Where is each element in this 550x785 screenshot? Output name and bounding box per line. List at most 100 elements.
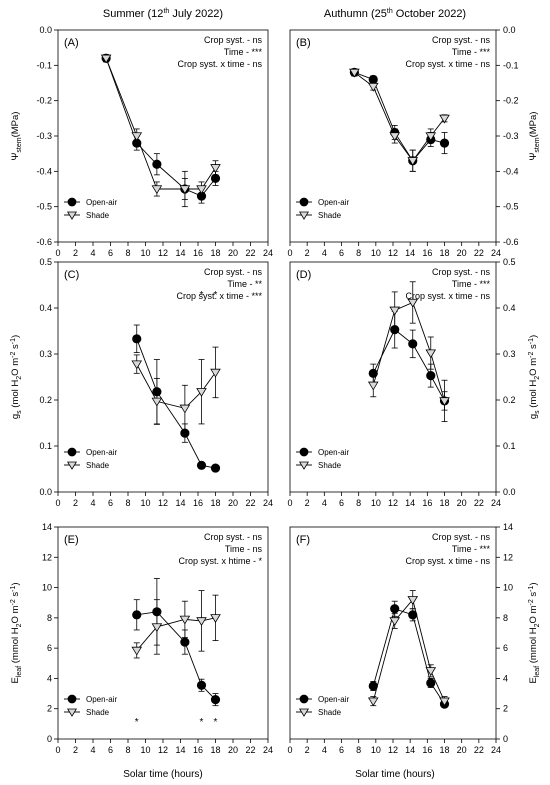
stats-line: Crop syst. - ns xyxy=(432,532,491,542)
data-point-shade xyxy=(131,646,143,656)
stats-line: Crop syst. - ns xyxy=(204,267,263,277)
legend-marker-open-air xyxy=(67,197,77,207)
legend-marker-shade xyxy=(66,461,78,470)
legend-label-open-air: Open-air xyxy=(86,448,117,457)
legend: Open-air Shade xyxy=(296,197,349,220)
y-tick-label: -0.1 xyxy=(503,60,519,70)
x-tick-label: 12 xyxy=(388,498,398,508)
series-open-air xyxy=(368,600,450,709)
data-point-shade xyxy=(151,185,163,195)
x-tick-label: 12 xyxy=(388,745,398,755)
data-point-shade xyxy=(367,697,379,707)
series-shade xyxy=(100,54,221,201)
x-tick-label: 18 xyxy=(439,248,449,258)
legend-marker-shade xyxy=(66,211,78,220)
legend-marker-shade xyxy=(298,461,310,470)
legend: Open-air Shade xyxy=(296,694,349,717)
data-point-shade xyxy=(100,54,112,64)
series-line xyxy=(354,72,445,162)
panel-label: (F) xyxy=(296,534,310,546)
data-point-shade xyxy=(179,615,191,625)
x-tick-label: 16 xyxy=(193,498,203,508)
y-tick-label: 0.3 xyxy=(503,349,516,359)
legend: Open-air Shade xyxy=(64,694,117,717)
stats-line: Crop syst. - ns xyxy=(432,267,491,277)
y-tick-label: 14 xyxy=(503,522,513,532)
series-shade xyxy=(131,346,221,432)
x-tick-label: 12 xyxy=(158,745,168,755)
data-point-shade xyxy=(439,114,450,124)
x-tick-label: 0 xyxy=(287,498,292,508)
y-tick-label: -0.1 xyxy=(36,60,52,70)
y-tick-label: 0.2 xyxy=(503,395,516,405)
legend-label-open-air: Open-air xyxy=(318,198,349,207)
x-tick-label: 0 xyxy=(55,745,60,755)
data-point-shade xyxy=(179,185,191,195)
data-point-open-air xyxy=(368,74,378,85)
data-point-shade xyxy=(151,397,163,407)
data-point-open-air xyxy=(390,604,400,614)
data-point-shade xyxy=(131,360,143,370)
y-tick-label: -0.6 xyxy=(36,237,52,247)
x-axis-label-right: Solar time (hours) xyxy=(355,769,434,780)
series-shade xyxy=(367,281,450,423)
x-tick-label: 10 xyxy=(140,498,150,508)
x-tick-label: 2 xyxy=(73,498,78,508)
data-point-open-air xyxy=(132,334,142,344)
x-tick-label: 22 xyxy=(245,745,255,755)
data-point-shade xyxy=(425,667,437,676)
legend-marker-open-air xyxy=(299,197,309,207)
data-point-shade xyxy=(389,617,401,627)
stats-line: Time - *** xyxy=(224,47,263,57)
column-title-autumn: Authumn (25th October 2022) xyxy=(324,8,466,20)
x-tick-label: 24 xyxy=(263,248,273,258)
data-point-open-air xyxy=(132,610,142,620)
data-point-shade xyxy=(425,132,437,142)
legend-label-open-air: Open-air xyxy=(318,695,349,704)
x-tick-label: 18 xyxy=(210,745,220,755)
x-tick-label: 16 xyxy=(422,498,432,508)
data-point-shade xyxy=(425,349,437,359)
x-tick-label: 10 xyxy=(371,248,381,258)
legend: Open-air Shade xyxy=(296,447,349,470)
panel-label: (E) xyxy=(64,534,79,546)
data-point-shade xyxy=(196,617,207,627)
data-point-open-air xyxy=(210,173,221,183)
series-open-air xyxy=(368,310,450,411)
x-tick-label: 16 xyxy=(422,745,432,755)
x-tick-label: 24 xyxy=(263,498,273,508)
y-tick-label: 0 xyxy=(503,734,508,744)
x-tick-label: 18 xyxy=(439,745,449,755)
x-tick-label: 2 xyxy=(73,248,78,258)
y-tick-label: 0.5 xyxy=(503,257,516,267)
panel-label: (D) xyxy=(296,269,311,281)
x-tick-label: 16 xyxy=(193,745,203,755)
x-tick-label: 4 xyxy=(90,498,95,508)
x-tick-label: 10 xyxy=(140,248,150,258)
column-title-summer: Summer (12th July 2022) xyxy=(103,8,223,20)
x-tick-label: 4 xyxy=(322,498,327,508)
x-tick-label: 8 xyxy=(356,498,361,508)
stats-line: Time - ** xyxy=(227,279,262,289)
y-tick-label: 8 xyxy=(47,613,52,623)
x-tick-label: 20 xyxy=(457,745,467,755)
y-tick-label: 0.0 xyxy=(503,487,516,497)
x-tick-label: 22 xyxy=(474,498,484,508)
y-tick-label: 0.4 xyxy=(39,303,52,313)
data-point-shade xyxy=(407,157,419,166)
stats-line: Time - *** xyxy=(452,279,491,289)
data-point-shade xyxy=(407,596,419,605)
y-tick-label: 0.0 xyxy=(39,25,52,35)
stats-line: Crop syst. - ns xyxy=(432,35,491,45)
legend-label-shade: Shade xyxy=(86,708,110,717)
legend: Open-air Shade xyxy=(64,197,117,220)
x-tick-label: 10 xyxy=(371,745,381,755)
legend-label-open-air: Open-air xyxy=(318,448,349,457)
x-tick-label: 6 xyxy=(108,498,113,508)
y-tick-label: 0.0 xyxy=(39,487,52,497)
y-tick-label: 2 xyxy=(503,704,508,714)
y-tick-label: -0.2 xyxy=(503,96,519,106)
x-tick-label: 4 xyxy=(90,248,95,258)
